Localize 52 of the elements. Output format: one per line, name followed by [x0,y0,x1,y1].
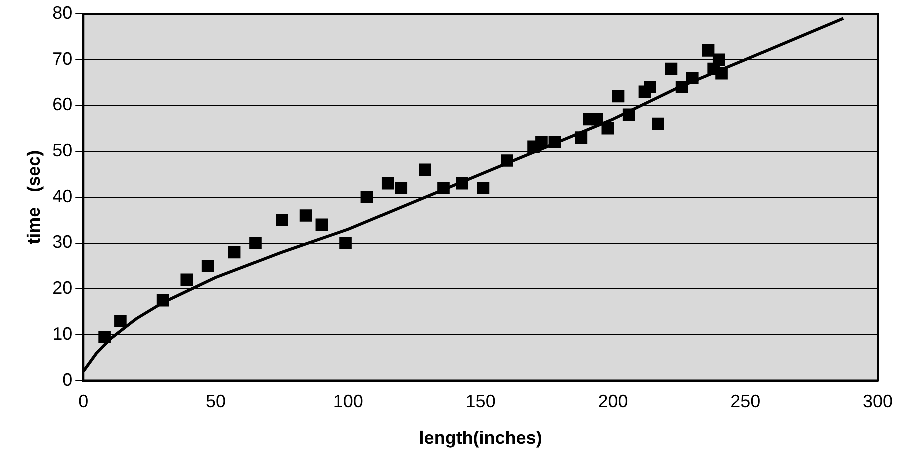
point [382,177,394,190]
point [702,44,715,57]
x-tick-label: 150 [466,392,496,412]
y-tick-label: 80 [52,2,73,23]
x-tick-label: 100 [333,392,364,412]
point [575,132,588,144]
y-tick-label: 0 [62,370,73,390]
point [644,81,656,94]
x-tick-label: 50 [206,392,226,412]
point [612,90,625,103]
point [501,154,514,167]
point [686,72,699,84]
point [250,237,262,250]
point [548,136,562,149]
y-tick-label: 20 [52,278,73,298]
point [419,164,432,176]
y-tick-label: 30 [52,232,73,252]
point [716,67,728,80]
x-tick-label: 250 [730,392,761,412]
y-tick-label: 60 [52,94,73,115]
point [156,294,170,307]
y-axis-title: time (sec) [24,150,44,244]
x-tick-label: 200 [598,392,628,412]
point [395,182,408,194]
point [652,118,664,130]
y-tick-label: 10 [52,324,73,344]
y-tick-label: 50 [52,140,73,161]
point [316,218,328,232]
point [340,237,352,250]
point [114,315,127,328]
point [202,260,214,272]
y-tick-label: 40 [52,186,73,206]
point [712,54,726,66]
point [665,62,678,76]
point [276,214,288,226]
point [591,113,604,126]
x-tick-label: 300 [862,392,894,412]
y-tick-label: 70 [52,48,73,69]
point [536,136,548,149]
x-tick-label: 0 [78,392,89,412]
point [180,274,194,286]
point [456,177,468,190]
point [676,81,688,94]
x-axis-title: length(inches) [419,428,542,448]
point [360,191,374,204]
point [300,210,312,222]
point [602,122,614,135]
point [228,246,241,259]
point [622,108,636,122]
point [438,182,450,194]
point [98,331,111,344]
point [477,182,490,194]
